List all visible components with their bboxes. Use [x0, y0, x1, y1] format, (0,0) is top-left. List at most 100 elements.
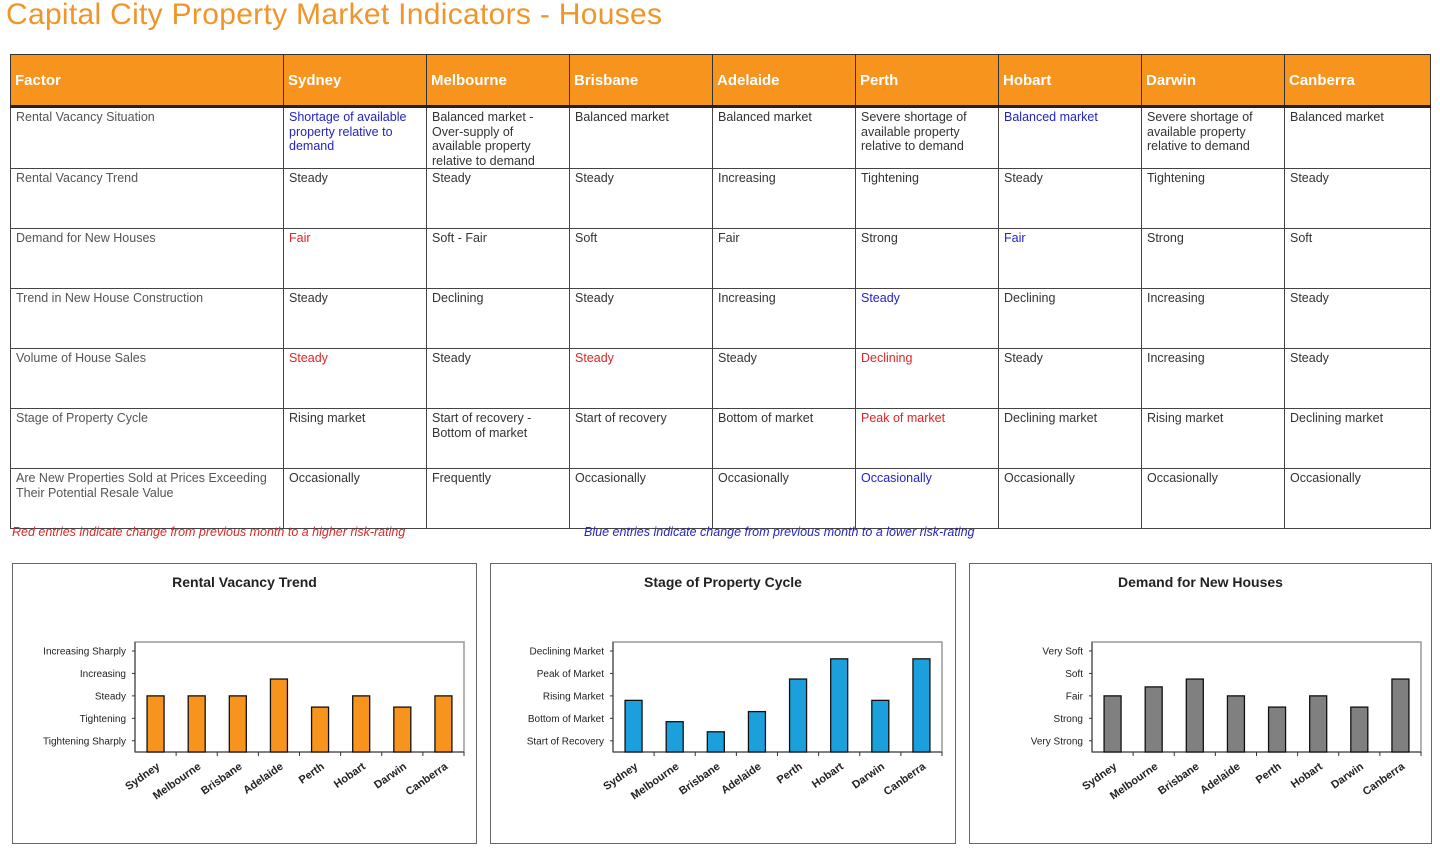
bar-adelaide [747, 710, 767, 753]
factor-cell: Volume of House Sales [10, 348, 284, 409]
table-row: Volume of House Sales Steady Steady Steady S… [10, 348, 1431, 409]
y-tick-label: Strong [1054, 714, 1083, 725]
cell-canberra: Occasionally [1284, 468, 1431, 529]
demand-for-new-houses-chart: Demand for New Houses Very Strong Strong F… [969, 563, 1432, 844]
bar-hobart [352, 695, 371, 753]
y-tick-label: Tightening Sharply [43, 736, 126, 747]
cell-brisbane: Soft [569, 228, 713, 289]
x-tick-label: Brisbane [199, 761, 244, 798]
cell-melbourne: Steady [426, 348, 570, 409]
cell-adelaide: Fair [712, 228, 856, 289]
x-tick-label: Darwin [372, 760, 409, 791]
cell-brisbane: Occasionally [569, 468, 713, 529]
y-tick-label: Peak of Market [537, 669, 604, 680]
y-tick-label: Tightening [80, 714, 126, 725]
stage-of-property-cycle-plot: Start of Recovery Bottom of Market Rising … [527, 641, 943, 802]
cell-sydney: Steady [283, 348, 427, 409]
table-row: Demand for New Houses Fair Soft - Fair Soft… [10, 228, 1431, 289]
x-tick-label: Adelaide [719, 761, 763, 797]
cell-sydney: Fair [283, 228, 427, 289]
factor-cell: Stage of Property Cycle [10, 408, 284, 469]
cell-melbourne: Start of recovery - Bottom of market [426, 408, 570, 469]
x-tick-label: Darwin [1329, 760, 1366, 791]
column-header-brisbane: Brisbane [569, 54, 713, 108]
factor-cell: Trend in New House Construction [10, 288, 284, 349]
cell-adelaide: Balanced market [712, 106, 856, 169]
cell-darwin: Increasing [1141, 348, 1285, 409]
cell-melbourne: Declining [426, 288, 570, 349]
column-header-canberra: Canberra [1284, 54, 1431, 108]
cell-perth: Severe shortage of available property re… [855, 106, 999, 169]
y-tick-label: Very Soft [1042, 646, 1083, 657]
y-tick-label: Increasing [80, 669, 126, 680]
red-entries-note: Red entries indicate change from previou… [12, 525, 406, 539]
column-header-sydney: Sydney [283, 54, 427, 108]
table-body: Rental Vacancy Situation Shortage of avai… [10, 106, 1431, 529]
chart-title: Demand for New Houses [1118, 574, 1283, 590]
cell-darwin: Rising market [1141, 408, 1285, 469]
x-tick-label: Adelaide [241, 761, 285, 797]
cell-darwin: Increasing [1141, 288, 1285, 349]
bar-adelaide [1226, 695, 1246, 753]
table-row: Rental Vacancy Trend Steady Steady Steady In… [10, 168, 1431, 229]
factor-cell: Are New Properties Sold at Prices Exceed… [10, 468, 284, 529]
factor-cell: Rental Vacancy Trend [10, 168, 284, 229]
cell-brisbane: Balanced market [569, 106, 713, 169]
bar-canberra [912, 658, 931, 753]
cell-darwin: Occasionally [1141, 468, 1285, 529]
cell-brisbane: Steady [569, 288, 713, 349]
cell-brisbane: Start of recovery [569, 408, 713, 469]
table-row: Rental Vacancy Situation Shortage of avai… [10, 106, 1431, 169]
table-header-row: Factor Sydney Melbourne Brisbane Adelaid… [10, 54, 1431, 108]
y-tick-label: Increasing Sharply [43, 646, 126, 657]
bar-brisbane [1185, 678, 1204, 753]
y-tick-label: Steady [95, 691, 126, 702]
bar-canberra [1391, 678, 1410, 753]
cell-brisbane: Steady [569, 168, 713, 229]
x-tick-label: Perth [297, 760, 327, 786]
cell-adelaide: Increasing [712, 288, 856, 349]
bar-brisbane [228, 695, 247, 753]
bar-hobart [1309, 695, 1328, 753]
cell-hobart: Balanced market [998, 106, 1142, 169]
x-tick-label: Canberra [1361, 760, 1408, 798]
bar-canberra [434, 695, 453, 753]
bar-melbourne [1144, 686, 1163, 753]
column-header-hobart: Hobart [998, 54, 1142, 108]
cell-hobart: Steady [998, 168, 1142, 229]
cell-darwin: Tightening [1141, 168, 1285, 229]
bar-melbourne [665, 721, 684, 753]
cell-adelaide: Occasionally [712, 468, 856, 529]
cell-brisbane: Steady [569, 348, 713, 409]
cell-hobart: Steady [998, 348, 1142, 409]
x-tick-label: Perth [1254, 760, 1284, 786]
y-tick-label: Soft [1065, 669, 1083, 680]
cell-sydney: Steady [283, 168, 427, 229]
bar-perth [310, 706, 330, 753]
column-header-darwin: Darwin [1141, 54, 1285, 108]
factor-cell: Demand for New Houses [10, 228, 284, 289]
cell-sydney: Steady [283, 288, 427, 349]
bar-perth [1267, 706, 1287, 753]
factor-cell: Rental Vacancy Situation [10, 106, 284, 169]
cell-sydney: Occasionally [283, 468, 427, 529]
cell-perth: Strong [855, 228, 999, 289]
cell-hobart: Declining [998, 288, 1142, 349]
cell-melbourne: Soft - Fair [426, 228, 570, 289]
x-tick-label: Hobart [332, 760, 368, 790]
cell-canberra: Steady [1284, 168, 1431, 229]
table-row: Trend in New House Construction Steady Dec… [10, 288, 1431, 349]
plot-area [134, 641, 465, 753]
bar-sydney [1103, 695, 1122, 753]
cell-canberra: Steady [1284, 288, 1431, 349]
cell-perth: Peak of market [855, 408, 999, 469]
bar-adelaide [269, 678, 289, 753]
cell-sydney: Rising market [283, 408, 427, 469]
bar-sydney [146, 695, 165, 753]
y-tick-label: Start of Recovery [527, 736, 604, 747]
cell-hobart: Declining market [998, 408, 1142, 469]
chart-title: Rental Vacancy Trend [172, 574, 317, 590]
bar-hobart [830, 658, 849, 753]
cell-hobart: Fair [998, 228, 1142, 289]
cell-sydney: Shortage of available property relative … [283, 106, 427, 169]
